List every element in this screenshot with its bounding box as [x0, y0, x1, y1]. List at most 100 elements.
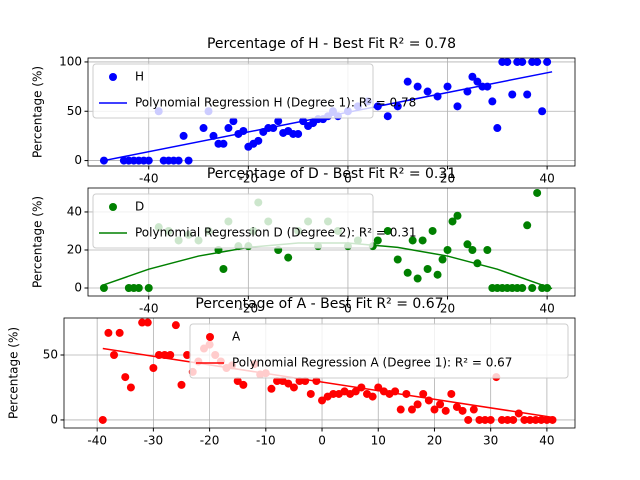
y-tick-label: 40	[67, 204, 82, 218]
point	[468, 245, 477, 254]
point	[115, 328, 124, 337]
point	[430, 405, 439, 414]
point	[329, 389, 338, 398]
y-axis-label: Percentage (%)	[31, 196, 45, 288]
point	[468, 72, 477, 81]
point	[473, 77, 482, 86]
point	[143, 318, 152, 327]
axes-frame	[63, 317, 576, 429]
point	[149, 364, 158, 372]
point	[110, 351, 119, 360]
axes-frame	[87, 187, 576, 297]
point	[368, 392, 377, 401]
point	[537, 415, 546, 424]
legend-marker	[109, 203, 117, 211]
legend-label: A	[232, 330, 241, 344]
point	[138, 318, 147, 327]
x-tick-label: 10	[371, 434, 386, 448]
point	[481, 415, 490, 424]
point	[428, 226, 437, 235]
point	[383, 226, 392, 235]
point	[443, 82, 452, 91]
point	[274, 117, 283, 126]
legend-label: Polynomial Regression A (Degree 1): R² =…	[232, 356, 512, 370]
point	[373, 236, 382, 245]
point	[374, 383, 383, 392]
legend-box	[92, 193, 374, 249]
point	[423, 265, 432, 273]
x-tick-label: 20	[440, 302, 455, 316]
point	[239, 380, 248, 389]
x-tick-label: 40	[539, 172, 554, 186]
subplot-title: Percentage of H - Best Fit R² = 0.78	[207, 36, 456, 52]
point	[418, 236, 427, 245]
point	[289, 383, 298, 392]
y-tick-label: 20	[67, 242, 82, 256]
x-tick-label: 20	[440, 172, 455, 186]
subplot-title: Percentage of D - Best Fit R² = 0.31	[207, 166, 456, 182]
legend-box	[189, 323, 569, 379]
subplot: Percentage of A - Best Fit R² = 0.67 Perc…	[7, 296, 576, 448]
legend-marker	[109, 73, 117, 81]
point	[179, 131, 188, 140]
x-tick-label: 40	[539, 434, 554, 448]
point	[403, 77, 412, 86]
y-axis-label: Percentage (%)	[31, 66, 45, 158]
point	[448, 217, 457, 226]
point	[543, 57, 552, 66]
point	[436, 400, 445, 409]
point	[518, 284, 527, 293]
point	[497, 415, 506, 424]
x-tick-label: 0	[344, 172, 352, 186]
point	[528, 284, 537, 293]
legend: D Polynomial Regression D (Degree 2): R² …	[92, 193, 416, 249]
point	[514, 409, 523, 418]
point	[393, 255, 402, 264]
point	[413, 274, 422, 283]
point	[318, 396, 327, 405]
subplot-title: Percentage of A - Best Fit R² = 0.67	[195, 296, 443, 312]
point	[184, 156, 193, 165]
point	[488, 97, 497, 106]
point	[509, 415, 518, 424]
legend-label: Polynomial Regression H (Degree 1): R² =…	[135, 96, 416, 110]
x-tick-label: 40	[539, 302, 554, 316]
point	[508, 90, 517, 99]
point	[469, 405, 478, 414]
point	[284, 379, 293, 388]
axes-frame	[87, 57, 576, 167]
point	[453, 102, 462, 111]
point	[520, 415, 529, 424]
point	[453, 211, 462, 220]
subplot: Percentage of D - Best Fit R² = 0.31 Perc…	[31, 166, 576, 316]
point	[548, 415, 557, 424]
point	[273, 376, 282, 385]
subplot: Percentage of H - Best Fit R² = 0.78 Perc…	[31, 36, 576, 186]
point	[166, 351, 175, 360]
point	[407, 405, 416, 414]
point	[121, 373, 130, 382]
point	[542, 415, 551, 424]
point	[219, 265, 228, 273]
point	[483, 245, 492, 254]
point	[419, 389, 428, 398]
x-tick-label: -20	[239, 302, 259, 316]
point	[98, 415, 107, 424]
point	[413, 400, 422, 409]
point	[383, 112, 392, 121]
point	[452, 402, 461, 411]
point	[233, 376, 242, 385]
point	[224, 124, 233, 133]
point	[438, 255, 447, 264]
legend-marker	[206, 333, 214, 341]
x-tick-label: -30	[144, 434, 164, 448]
point	[306, 389, 315, 398]
point	[229, 117, 238, 126]
x-tick-label: -20	[200, 434, 220, 448]
point	[294, 129, 303, 138]
point	[423, 87, 432, 96]
point	[219, 139, 228, 148]
point	[503, 57, 512, 66]
point	[447, 389, 456, 398]
point	[433, 270, 442, 279]
